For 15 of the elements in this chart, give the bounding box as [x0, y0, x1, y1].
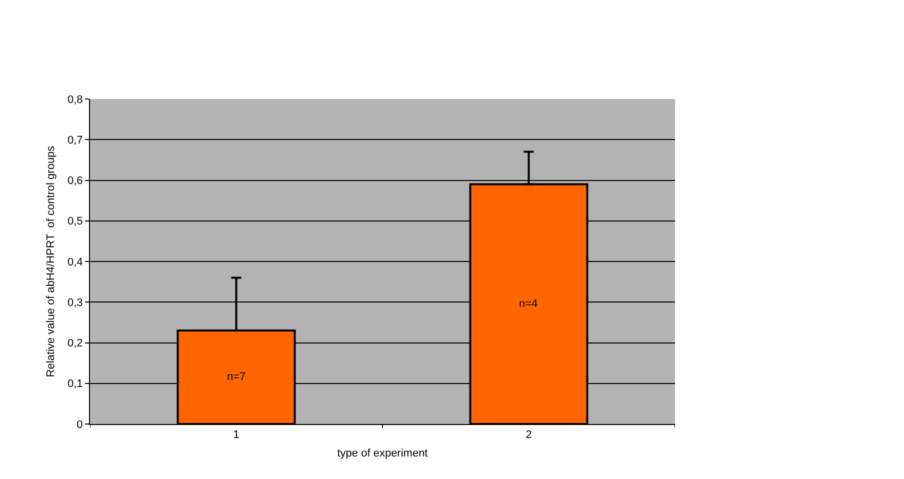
x-axis-title: type of experiment	[337, 447, 428, 460]
annotation: n=4	[519, 298, 538, 310]
y-tick-label: 0,2	[68, 338, 83, 350]
annotation: n=7	[227, 371, 246, 383]
y-tick-label: 0,6	[68, 175, 83, 188]
y-tick-label: 0,7	[68, 134, 83, 146]
x-tick-label: 1	[233, 429, 240, 442]
y-tick-label: 0,4	[68, 256, 83, 268]
x-tick-label: 2	[526, 429, 532, 442]
y-tick-label: 0,1	[68, 378, 83, 390]
y-axis-title: Relative value of abH4/HPRT of control groups	[45, 145, 58, 378]
y-tick-label: 0,5	[68, 216, 83, 228]
y-tick-label: 0,8	[68, 94, 83, 106]
y-tick-label: 0,3	[68, 296, 83, 309]
y-tick-label: 0	[76, 418, 83, 431]
